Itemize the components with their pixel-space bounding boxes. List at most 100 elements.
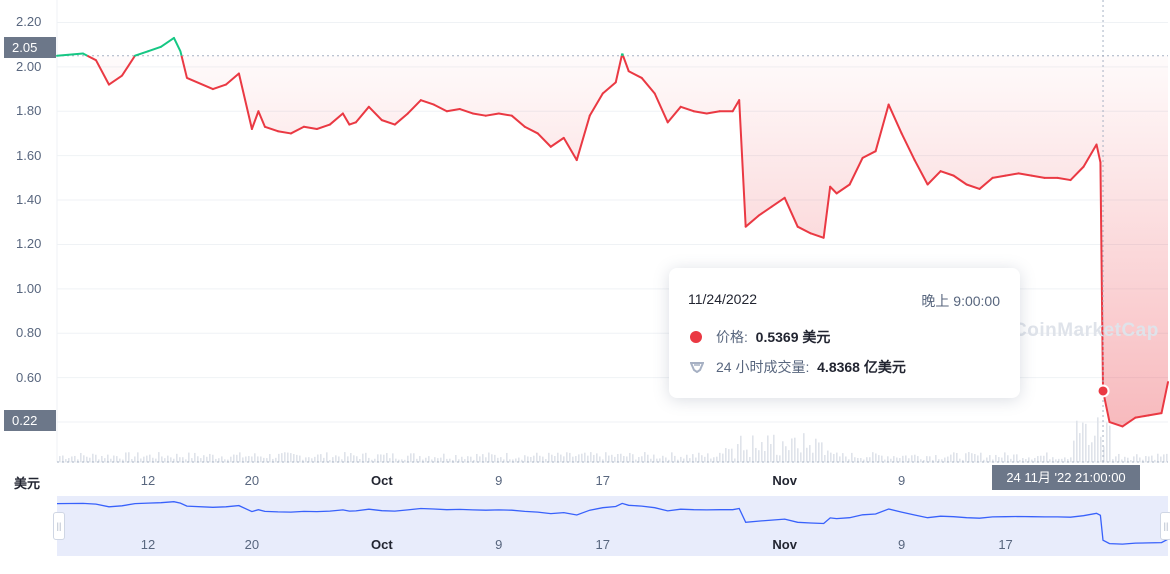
volume-bar	[98, 459, 100, 462]
price-segment	[276, 130, 292, 135]
volume-bars	[59, 417, 1168, 462]
volume-bar	[524, 455, 526, 462]
price-segment	[380, 119, 396, 126]
price-segment	[796, 225, 812, 235]
volume-bar	[992, 459, 994, 462]
price-segment	[510, 114, 526, 128]
volume-bar	[800, 452, 802, 462]
volume-bar	[713, 457, 715, 462]
volume-bar	[899, 458, 901, 462]
volume-bar	[107, 454, 109, 462]
price-segment	[1069, 165, 1085, 182]
volume-bar	[845, 456, 847, 462]
price-segment	[237, 72, 253, 130]
price-segment	[159, 36, 175, 48]
volume-bar	[1091, 442, 1093, 462]
volume-bar	[698, 452, 700, 462]
volume-bar	[980, 452, 982, 462]
volume-bar	[1127, 457, 1129, 462]
volume-bar	[1157, 453, 1159, 462]
volume-bar	[224, 459, 226, 462]
price-segment	[107, 74, 123, 86]
y-tick-label: 1.40	[16, 192, 42, 208]
volume-bar	[92, 453, 94, 462]
volume-bar	[947, 456, 949, 462]
volume-bar	[572, 456, 574, 462]
volume-bar	[842, 453, 844, 462]
volume-bar	[470, 456, 472, 462]
volume-bar	[560, 454, 562, 462]
volume-bar	[1151, 455, 1153, 462]
volume-bar	[614, 456, 616, 462]
range-navigator: 12 20 Oct 9 17 Nov 9 17	[56, 496, 1169, 556]
volume-bar	[590, 452, 592, 462]
volume-bar	[1139, 457, 1141, 462]
price-segment	[913, 159, 929, 186]
volume-bar	[170, 457, 172, 462]
volume-bar	[209, 453, 211, 462]
volume-bar	[1067, 459, 1069, 462]
volume-bar	[164, 458, 166, 462]
volume-bar	[1142, 459, 1144, 462]
x-tick-label: Oct	[371, 473, 393, 488]
volume-bar	[65, 459, 67, 462]
volume-bar	[59, 456, 61, 462]
volume-bar	[680, 456, 682, 462]
x-tick-label: 17	[596, 473, 610, 488]
volume-bar	[929, 456, 931, 462]
volume-bar	[803, 433, 805, 462]
volume-bar	[1016, 454, 1018, 462]
volume-bar	[908, 458, 910, 462]
price-segment	[926, 170, 942, 186]
volume-bar	[1121, 459, 1123, 462]
volume-bar	[734, 458, 736, 462]
volume-bar	[878, 455, 880, 462]
tooltip-price-value: 0.5369 美元	[755, 329, 831, 345]
volume-bar	[851, 452, 853, 462]
volume-bar	[671, 452, 673, 462]
navigator-tick-label: 9	[495, 537, 502, 552]
volume-bar	[215, 458, 217, 462]
price-segment	[211, 83, 227, 91]
volume-bar	[506, 452, 508, 462]
navigator-left-handle[interactable]: ||	[53, 512, 65, 540]
volume-bar	[653, 454, 655, 462]
volume-bar	[866, 457, 868, 462]
navigator-right-handle[interactable]: ||	[1160, 512, 1170, 540]
volume-bar	[197, 456, 199, 462]
volume-bar	[1031, 459, 1033, 462]
volume-bar	[770, 444, 772, 462]
volume-bar	[437, 458, 439, 462]
price-segment	[172, 36, 182, 53]
volume-bar	[62, 455, 64, 462]
volume-bar	[482, 454, 484, 462]
volume-bar	[290, 453, 292, 462]
volume-bar	[188, 452, 190, 462]
price-segment	[952, 174, 968, 186]
volume-bar	[422, 459, 424, 462]
volume-bar	[161, 456, 163, 462]
volume-bar	[977, 455, 979, 462]
volume-bar	[380, 454, 382, 462]
baseline-price-tag: 2.05	[4, 37, 56, 58]
tooltip-volume-row: 24 小时成交量: 4.8368 亿美元	[690, 357, 906, 377]
volume-bar	[935, 455, 937, 462]
volume-bar	[134, 456, 136, 462]
volume-bar	[401, 459, 403, 462]
volume-bar	[818, 442, 820, 462]
volume-bar	[227, 459, 229, 462]
volume-bar	[536, 452, 538, 462]
volume-bar	[527, 456, 529, 462]
volume-bar	[410, 453, 412, 462]
volume-bar	[218, 458, 220, 462]
volume-bar	[1049, 459, 1051, 462]
price-segment	[121, 55, 136, 77]
price-segment	[185, 76, 214, 91]
volume-bar	[656, 458, 658, 462]
volume-bar	[518, 457, 520, 462]
volume-bar	[251, 456, 253, 462]
volume-bar	[125, 452, 127, 462]
volume-bar	[563, 456, 565, 462]
volume-bar	[1064, 457, 1066, 462]
